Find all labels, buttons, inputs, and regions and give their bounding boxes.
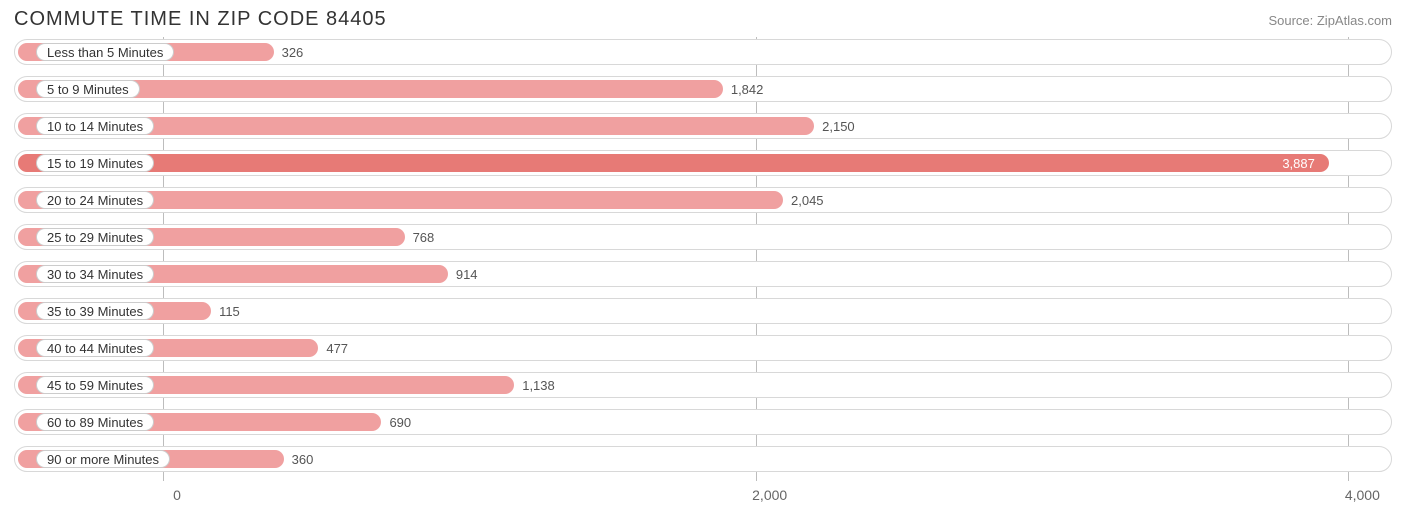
bar-value-label: 768	[405, 222, 435, 252]
bar-value-label: 914	[448, 259, 478, 289]
bar-row: 45 to 59 Minutes 1,138	[14, 370, 1392, 400]
bar-value-label: 2,150	[814, 111, 855, 141]
x-axis: 0 2,000 4,000	[14, 481, 1392, 511]
bar-category-label: 90 or more Minutes	[36, 450, 170, 468]
bar-row: 40 to 44 Minutes 477	[14, 333, 1392, 363]
bar-row: 20 to 24 Minutes 2,045	[14, 185, 1392, 215]
bar-row: 10 to 14 Minutes 2,150	[14, 111, 1392, 141]
bar-value-label: 2,045	[783, 185, 824, 215]
bar-value-label: 326	[274, 37, 304, 67]
bar-row: 60 to 89 Minutes 690	[14, 407, 1392, 437]
chart-container: COMMUTE TIME IN ZIP CODE 84405 Source: Z…	[0, 0, 1406, 522]
bar-category-label: 35 to 39 Minutes	[36, 302, 154, 320]
axis-tick-label: 0	[173, 487, 181, 503]
chart-source: Source: ZipAtlas.com	[1268, 13, 1392, 28]
bar-value-label: 477	[318, 333, 348, 363]
bar-category-label: 20 to 24 Minutes	[36, 191, 154, 209]
bar-category-label: 25 to 29 Minutes	[36, 228, 154, 246]
bar-value-label: 3,887	[18, 148, 1325, 178]
bar-row: 35 to 39 Minutes 115	[14, 296, 1392, 326]
chart-title: COMMUTE TIME IN ZIP CODE 84405	[14, 8, 387, 31]
axis-tick-label: 2,000	[752, 487, 787, 503]
bar-category-label: 30 to 34 Minutes	[36, 265, 154, 283]
chart-header: COMMUTE TIME IN ZIP CODE 84405 Source: Z…	[0, 0, 1406, 37]
bar-row: Less than 5 Minutes 326	[14, 37, 1392, 67]
bar-row: 15 to 19 Minutes3,887	[14, 148, 1392, 178]
bar-row: 5 to 9 Minutes 1,842	[14, 74, 1392, 104]
bar-row: 30 to 34 Minutes 914	[14, 259, 1392, 289]
plot-area: Less than 5 Minutes 326 5 to 9 Minutes 1,84…	[0, 37, 1406, 474]
bar-category-label: 5 to 9 Minutes	[36, 80, 140, 98]
bar-value-label: 690	[381, 407, 411, 437]
bar-category-label: Less than 5 Minutes	[36, 43, 174, 61]
bar-category-label: 10 to 14 Minutes	[36, 117, 154, 135]
bar-value-label: 115	[211, 296, 240, 326]
bar-row: 25 to 29 Minutes 768	[14, 222, 1392, 252]
bar-value-label: 360	[284, 444, 314, 474]
bar-value-label: 1,842	[723, 74, 764, 104]
bar-row: 90 or more Minutes 360	[14, 444, 1392, 474]
bar-value-label: 1,138	[514, 370, 555, 400]
bar-category-label: 40 to 44 Minutes	[36, 339, 154, 357]
bar-category-label: 45 to 59 Minutes	[36, 376, 154, 394]
bar-category-label: 60 to 89 Minutes	[36, 413, 154, 431]
axis-tick-label: 4,000	[1345, 487, 1380, 503]
